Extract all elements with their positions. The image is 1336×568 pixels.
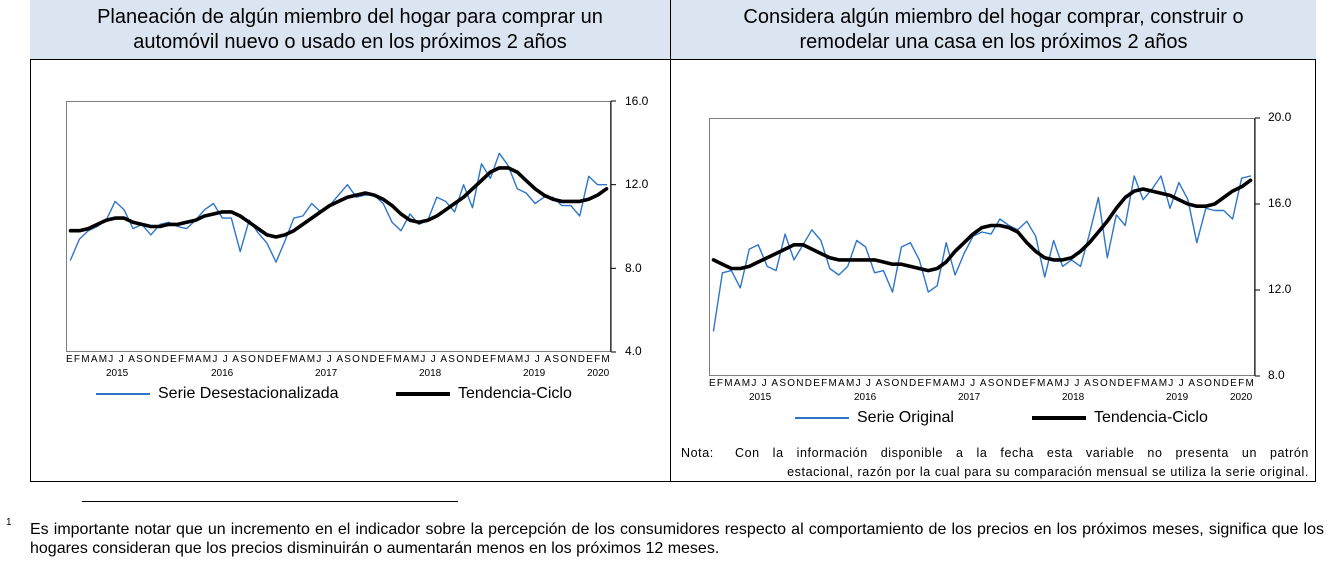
x-year-label: 2016 <box>211 368 234 379</box>
chart-title-right: Considera algún miembro del hogar compra… <box>671 0 1316 60</box>
y-tick-label: 20.0 <box>1268 110 1292 124</box>
x-year-label: 2018 <box>419 368 442 379</box>
x-year-label: 2018 <box>1062 392 1085 403</box>
x-year-label: 2019 <box>523 368 546 379</box>
legend-item-trend: Tendencia-Ciclo <box>1032 409 1208 427</box>
x-year-label: 2015 <box>106 368 129 379</box>
legend-label: Serie Original <box>857 409 954 426</box>
x-month-labels-left: EFMAMJ J ASONDEFMAMJ J ASONDEFMAMJ J ASO… <box>66 354 612 365</box>
note-label: Nota: <box>681 446 714 460</box>
x-year-label: 2016 <box>854 392 877 403</box>
x-year-label: 2020 <box>587 368 610 379</box>
legend-swatch-blue <box>96 393 150 395</box>
chart-title-left: Planeación de algún miembro del hogar pa… <box>30 0 670 60</box>
legend-label: Tendencia-Ciclo <box>458 385 572 402</box>
x-year-label: 2015 <box>749 392 772 403</box>
y-tick-label: 16.0 <box>1268 196 1292 210</box>
y-tick-label: 12.0 <box>1268 282 1292 296</box>
y-tick-label: 16.0 <box>625 94 649 108</box>
legend-label: Serie Desestacionalizada <box>158 385 339 402</box>
trend-cycle-line <box>711 178 1253 273</box>
x-year-label: 2017 <box>315 368 338 379</box>
trend-cycle-line <box>68 166 609 239</box>
footnote-text: Es importante notar que un incremento en… <box>30 521 1324 557</box>
x-year-label: 2020 <box>1230 392 1253 403</box>
x-month-labels-right: EFMAMJ J ASONDEFMAMJ J ASONDEFMAMJ J ASO… <box>709 378 1256 389</box>
note-line-2: estacional, razón por la cual para su co… <box>787 465 1309 479</box>
footnote-number: 1 <box>6 517 12 528</box>
x-year-label: 2017 <box>958 392 981 403</box>
legend-item-trend: Tendencia-Ciclo <box>396 385 572 403</box>
legend-swatch-blue <box>795 417 849 419</box>
footnote-rule <box>82 501 458 502</box>
y-tick-label: 8.0 <box>1268 368 1285 382</box>
figure-frame <box>30 0 1316 482</box>
legend-label: Tendencia-Ciclo <box>1094 409 1208 426</box>
y-tick-label: 12.0 <box>625 177 649 191</box>
series-line-blue <box>712 175 1252 332</box>
legend-item-series: Serie Original <box>795 409 954 427</box>
y-tick-label: 4.0 <box>625 344 642 358</box>
legend-swatch-black <box>396 392 450 396</box>
x-year-label: 2019 <box>1166 392 1189 403</box>
plot-area-right <box>709 118 1255 376</box>
note-line-1: Con la información disponible a la fecha… <box>735 446 1309 460</box>
column-divider <box>670 0 671 482</box>
legend-item-series: Serie Desestacionalizada <box>96 385 339 403</box>
series-line-blue <box>69 152 608 263</box>
legend-swatch-black <box>1032 416 1086 420</box>
y-tick-label: 8.0 <box>625 261 642 275</box>
